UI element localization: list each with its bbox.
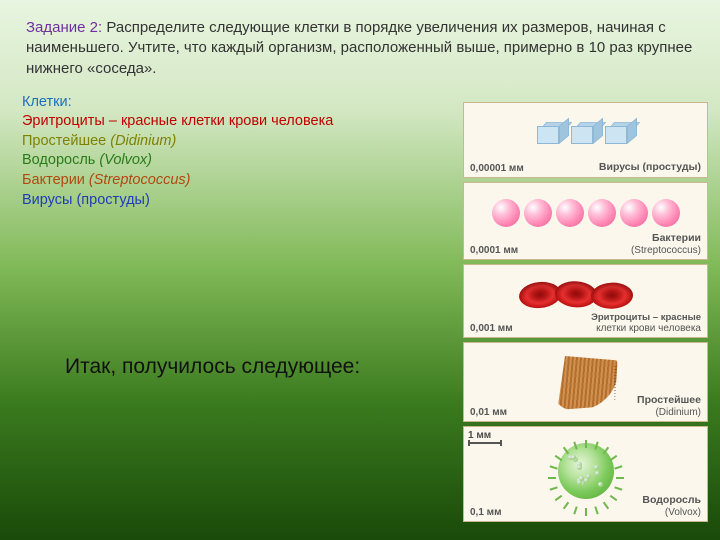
result-line: Итак, получилось следующее: [65,355,360,379]
card-name: Простейшее(Didinium) [637,395,701,418]
scale-bar-icon [468,442,502,444]
card-scale: 0,00001 мм [470,163,524,174]
sphere-icon [588,199,616,227]
virus-illustration [470,107,701,159]
card-didinium: 0,01 мм Простейшее(Didinium) [463,342,708,422]
volvox-icon [558,443,614,499]
card-bacteria: 0,0001 мм Бактерии(Streptococcus) [463,182,708,260]
task-text: Распределите следующие клетки в порядке … [26,19,692,77]
sphere-icon [652,199,680,227]
cube-icon [605,123,635,143]
sphere-icon [524,199,552,227]
cube-icon [571,123,601,143]
card-name: Бактерии(Streptococcus) [631,233,701,256]
card-name: Эритроциты – красныеклетки крови человек… [591,313,701,334]
didinium-icon [554,356,618,410]
card-scale: 0,001 мм [470,323,513,334]
card-scale: 0,1 мм [470,507,501,518]
bacteria-illustration [470,187,701,239]
card-scale: 0,0001 мм [470,245,518,256]
task-block: Задание 2: Распределите следующие клетки… [0,0,720,87]
cards-column: 0,00001 мм Вирусы (простуды) 0,0001 мм Б… [463,102,708,526]
card-volvox: 1 мм 0,1 мм Водоросль(Volvox) [463,426,708,522]
card-erythrocytes: 0,001 мм Эритроциты – красныеклетки кров… [463,264,708,338]
card-viruses: 0,00001 мм Вирусы (простуды) [463,102,708,178]
sphere-icon [492,199,520,227]
sphere-icon [556,199,584,227]
sphere-icon [620,199,648,227]
cube-icon [537,123,567,143]
rbc-icon [590,282,633,309]
card-name: Вирусы (простуды) [599,162,701,174]
card-scale-top: 1 мм [468,430,491,441]
task-label: Задание 2: [26,19,102,36]
card-name: Водоросль(Volvox) [642,495,701,518]
card-scale: 0,01 мм [470,407,507,418]
